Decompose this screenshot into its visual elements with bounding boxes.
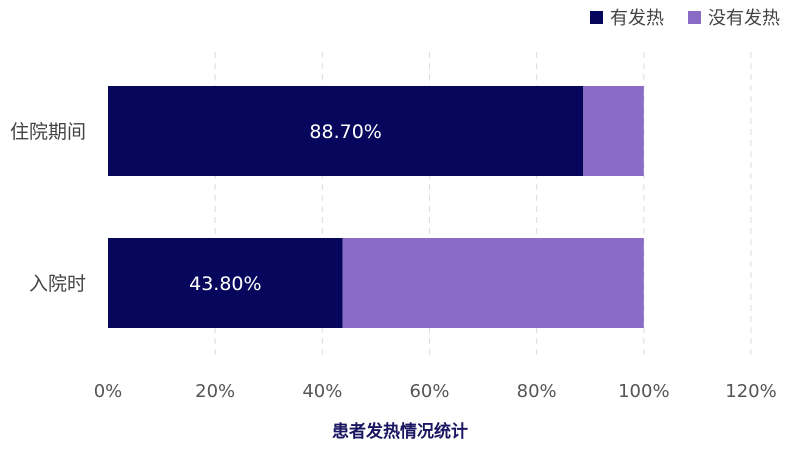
legend-label: 没有发热 [708,8,780,29]
x-tick-label: 0% [94,381,123,402]
x-tick-label: 120% [725,381,776,402]
bar-segment [108,86,584,176]
legend: 有发热 没有发热 [590,8,780,29]
bar-data-label: 43.80% [189,273,261,295]
data-labels: 43.80% 88.70% [189,121,382,295]
x-tick-label: 80% [517,381,557,402]
bar-segment [108,238,343,328]
y-category-label: 住院期间 [10,121,86,143]
x-tick-label: 40% [302,381,342,402]
x-tick-label: 100% [618,381,669,402]
bar-segment [583,86,644,176]
y-category-label: 入院时 [29,273,86,295]
x-axis-title: 患者发热情况统计 [332,421,468,442]
legend-label: 有发热 [610,8,664,29]
legend-swatch [688,11,701,24]
bar-data-label: 88.70% [309,121,381,143]
legend-item: 有发热 [590,8,664,29]
legend-swatch [590,11,603,24]
bars [108,86,644,328]
legend-item: 没有发热 [688,8,780,29]
x-tick-label: 60% [409,381,449,402]
x-tick-label: 20% [195,381,235,402]
bar-segment [342,238,644,328]
y-axis-categories: 入院时 住院期间 [10,121,86,295]
x-axis-ticks: 0% 20% 40% 60% 80% 100% 120% [94,381,777,402]
